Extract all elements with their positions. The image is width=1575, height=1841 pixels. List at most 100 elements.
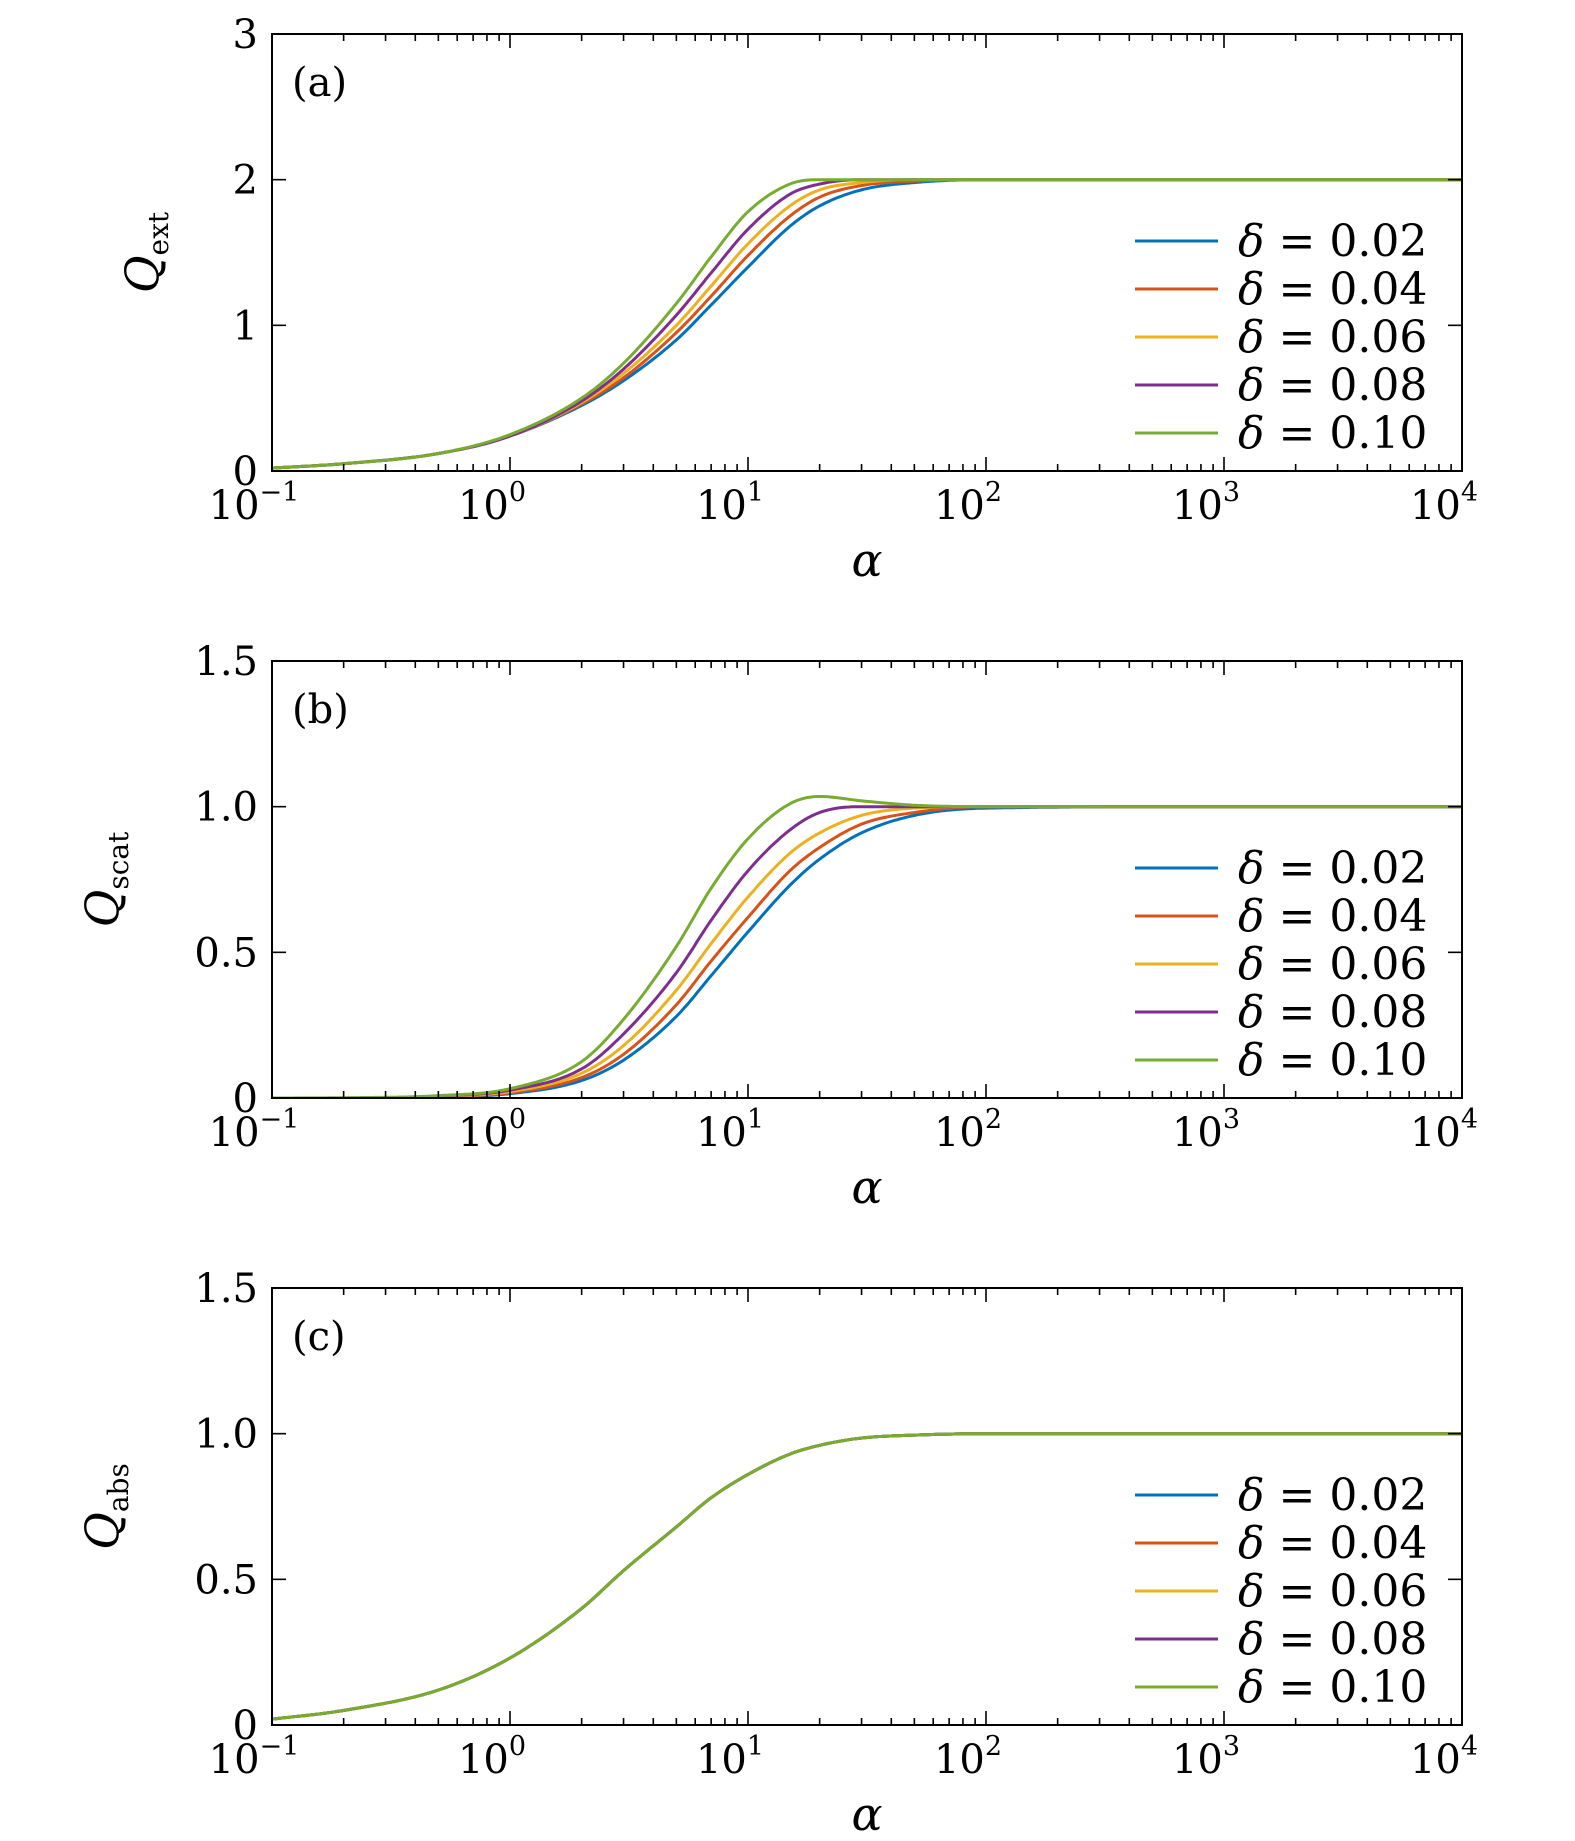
axes-frame (271, 1287, 1463, 1726)
legend-symbol: δ (1238, 408, 1265, 459)
legend-symbol: δ (1238, 1470, 1265, 1521)
y-axis-symbol: Q (75, 1512, 129, 1550)
x-tick-base: 10 (209, 1737, 260, 1783)
x-axis-label: α (851, 1787, 882, 1841)
legend-value: = 0.06 (1279, 1566, 1428, 1617)
legend-entry: δ = 0.04 (1238, 1518, 1427, 1569)
legend-value: = 0.08 (1279, 1614, 1428, 1665)
legend-space (1265, 987, 1279, 1038)
legend-symbol: δ (1238, 843, 1265, 894)
x-tick-exponent: 2 (985, 1104, 1002, 1135)
x-tick-label: 104 (1410, 1104, 1478, 1156)
legend-space (1265, 939, 1279, 990)
y-tick-label: 0.5 (194, 1557, 258, 1603)
legend-entry: δ = 0.08 (1238, 360, 1427, 411)
x-tick-exponent: 1 (747, 1731, 764, 1762)
legend-space (1265, 360, 1279, 411)
x-tick-exponent: 2 (985, 477, 1002, 508)
x-tick-base: 10 (1172, 483, 1223, 529)
series-line-010 (272, 1432, 1462, 1721)
x-tick-exponent: 4 (1461, 477, 1478, 508)
legend-value: = 0.06 (1279, 939, 1428, 990)
legend-value: = 0.04 (1279, 264, 1428, 315)
x-tick-label: 10−1 (209, 477, 300, 529)
x-tick-label: 100 (458, 1104, 526, 1156)
legend-value: = 0.02 (1279, 843, 1428, 894)
legend-symbol: δ (1238, 987, 1265, 1038)
legend-space (1265, 891, 1279, 942)
legend-symbol: δ (1238, 360, 1265, 411)
legend-entry: δ = 0.06 (1238, 312, 1427, 363)
legend-space (1265, 1614, 1279, 1665)
legend-entry: δ = 0.10 (1238, 1662, 1427, 1713)
x-ticks (271, 34, 1463, 471)
legend: δ = 0.02δ = 0.04δ = 0.06δ = 0.08δ = 0.10 (1135, 1470, 1427, 1713)
x-tick-base: 10 (696, 1737, 747, 1783)
x-tick-exponent: 3 (1223, 1104, 1240, 1135)
x-tick-label: 10−1 (209, 1104, 300, 1156)
x-tick-label: 103 (1172, 1731, 1240, 1783)
y-axis-symbol: Q (115, 255, 169, 293)
x-tick-exponent: 1 (747, 477, 764, 508)
x-axis-label: α (851, 1160, 882, 1214)
y-tick-label: 0.5 (194, 930, 258, 976)
x-tick-base: 10 (696, 483, 747, 529)
y-axis-subscript: abs (102, 1463, 135, 1512)
x-tick-label: 102 (934, 1731, 1002, 1783)
x-tick-exponent: 4 (1461, 1104, 1478, 1135)
x-tick-label: 101 (696, 1104, 764, 1156)
legend-space (1265, 843, 1279, 894)
legend-entry: δ = 0.06 (1238, 1566, 1427, 1617)
y-tick-label: 1 (233, 303, 258, 349)
legend-value: = 0.08 (1279, 360, 1428, 411)
x-tick-base: 10 (458, 1110, 509, 1156)
x-tick-base: 10 (1172, 1110, 1223, 1156)
x-tick-base: 10 (209, 483, 260, 529)
legend-space (1265, 408, 1279, 459)
legend-entry: δ = 0.08 (1238, 1614, 1427, 1665)
y-tick-label: 0 (233, 1703, 258, 1749)
legend-value: = 0.10 (1279, 1035, 1428, 1086)
x-tick-exponent: 0 (509, 1104, 526, 1135)
legend-space (1265, 1662, 1279, 1713)
legend-symbol: δ (1238, 264, 1265, 315)
x-tick-base: 10 (458, 1737, 509, 1783)
x-tick-label: 102 (934, 477, 1002, 529)
legend-entry: δ = 0.02 (1238, 843, 1427, 894)
legend-symbol: δ (1238, 1614, 1265, 1665)
legend-value: = 0.10 (1279, 408, 1428, 459)
legend-entry: δ = 0.04 (1238, 891, 1427, 942)
series-line-010 (272, 795, 1462, 1098)
legend-entry: δ = 0.04 (1238, 264, 1427, 315)
y-tick-label: 1.5 (194, 1266, 258, 1312)
x-tick-label: 103 (1172, 477, 1240, 529)
y-axis-subscript: scat (102, 831, 135, 890)
legend-space (1265, 1470, 1279, 1521)
y-tick-label: 3 (233, 12, 258, 58)
series-group (272, 1432, 1462, 1721)
legend-space (1265, 216, 1279, 267)
legend-value: = 0.02 (1279, 1470, 1428, 1521)
legend-value: = 0.08 (1279, 987, 1428, 1038)
legend-space (1265, 1035, 1279, 1086)
y-axis-label: Qext (115, 211, 175, 293)
x-tick-base: 10 (1410, 483, 1461, 529)
series-line-010 (272, 178, 1462, 470)
legend-entry: δ = 0.02 (1238, 216, 1427, 267)
legend-value: = 0.04 (1279, 1518, 1428, 1569)
legend-symbol: δ (1238, 1662, 1265, 1713)
y-tick-label: 0 (233, 1076, 258, 1122)
legend-symbol: δ (1238, 312, 1265, 363)
legend-entry: δ = 0.10 (1238, 1035, 1427, 1086)
x-tick-exponent: −1 (260, 477, 300, 508)
y-axis-symbol: Q (75, 890, 129, 928)
panel-label: (c) (292, 1314, 346, 1360)
x-tick-label: 101 (696, 477, 764, 529)
x-tick-base: 10 (696, 1110, 747, 1156)
legend-symbol: δ (1238, 1035, 1265, 1086)
x-tick-exponent: −1 (260, 1731, 300, 1762)
x-tick-label: 104 (1410, 1731, 1478, 1783)
legend-symbol: δ (1238, 891, 1265, 942)
chart-panel-b: 10−1 100 101 102 103 104α00.51.01.5Qscat(b)δ … (75, 639, 1478, 1214)
